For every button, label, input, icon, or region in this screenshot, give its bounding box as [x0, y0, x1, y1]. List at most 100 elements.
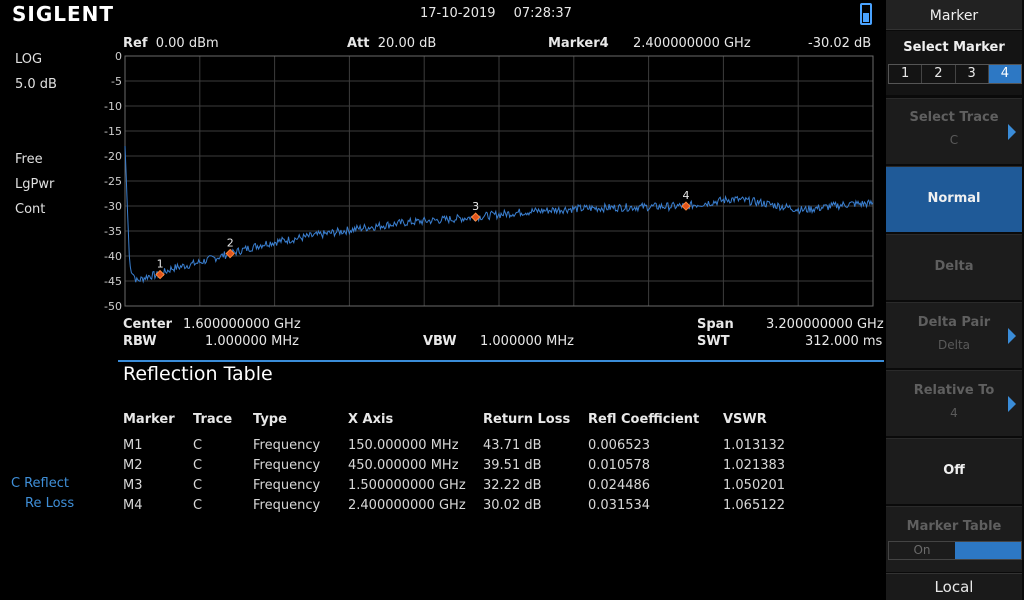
cell: Frequency — [253, 478, 321, 493]
swt[interactable]: SWT — [697, 334, 730, 349]
cell: 1.021383 — [723, 458, 786, 473]
y-axis-ticks: 0 -5 -10 -15 -20 -25 -30 -35 -40 -45 -50 — [104, 50, 122, 313]
select-trace-value: C — [949, 133, 959, 147]
datetime: 17-10-2019 07:28:37 — [420, 6, 572, 21]
relative-to-button[interactable]: Relative To 4 — [886, 370, 1022, 436]
col-header-vswr: VSWR — [723, 412, 767, 427]
cell: 2.400000000 GHz — [348, 498, 466, 513]
select-trace-button[interactable]: Select Trace C — [886, 98, 1022, 164]
cell: 0.010578 — [588, 458, 651, 473]
markers: 1 2 3 4 — [155, 189, 691, 280]
y-tick-label: -45 — [104, 275, 122, 288]
marker-point-1 — [155, 269, 165, 280]
marker-table-button[interactable]: Marker Table — [886, 506, 1022, 572]
col-header-trace: Trace — [193, 412, 233, 427]
brand-logo: SIGLENT — [12, 2, 115, 26]
swt-value: 312.000 ms — [805, 334, 883, 349]
delta-button[interactable]: Delta — [886, 234, 1022, 300]
cell: C — [193, 498, 203, 513]
select-marker-label: Select Marker — [903, 40, 1005, 55]
cell: 32.22 dB — [483, 478, 542, 493]
marker-label-2: 2 — [227, 237, 234, 250]
table-title: Reflection Table — [123, 363, 273, 385]
cell: 1.050201 — [723, 478, 786, 493]
marker-table-toggle[interactable]: On Off — [888, 541, 1022, 560]
col-header-x-axis: X Axis — [348, 412, 394, 427]
marker-2-button[interactable]: 2 — [922, 65, 956, 83]
cell: Frequency — [253, 498, 321, 513]
attenuation[interactable]: Att 20.00 dB — [347, 36, 436, 51]
col-header-marker: Marker — [123, 412, 175, 427]
ref-value: 0.00 dBm — [155, 36, 219, 51]
scale-type[interactable]: LOG — [15, 52, 43, 67]
table-divider — [118, 360, 884, 362]
cell: 1.500000000 GHz — [348, 478, 466, 493]
marker-label-1: 1 — [157, 258, 164, 271]
ref-level[interactable]: Ref 0.00 dBm — [123, 36, 219, 51]
y-tick-label: -15 — [104, 125, 122, 138]
marker-number-selector[interactable]: 1 2 3 4 — [888, 64, 1022, 84]
marker-table-label: Marker Table — [906, 519, 1002, 534]
y-tick-label: -20 — [104, 150, 122, 163]
center-value: 1.600000000 GHz — [183, 317, 301, 332]
vbw[interactable]: VBW — [423, 334, 457, 349]
marker-4-button[interactable]: 4 — [988, 65, 1021, 83]
submenu-arrow-icon — [1008, 395, 1016, 412]
scale-div[interactable]: 5.0 dB — [15, 77, 57, 92]
cell: 1.065122 — [723, 498, 786, 513]
marker-1-button[interactable]: 1 — [889, 65, 923, 83]
ref-label: Ref — [123, 36, 148, 51]
y-tick-label: -10 — [104, 100, 122, 113]
trigger-mode: Free — [15, 152, 43, 167]
marker-readout-freq: 2.400000000 GHz — [633, 36, 751, 51]
usb-storage-icon — [860, 3, 872, 25]
col-header-type: Type — [253, 412, 287, 427]
y-tick-label: -30 — [104, 200, 122, 213]
cell: 1.013132 — [723, 438, 786, 453]
span[interactable]: Span — [697, 317, 734, 332]
time: 07:28:37 — [513, 6, 572, 21]
detector-mode: LgPwr — [15, 177, 55, 192]
submenu-arrow-icon — [1008, 327, 1016, 344]
sweep-mode: Cont — [15, 202, 46, 217]
cell: M4 — [123, 498, 143, 513]
marker-readout-level: -30.02 dB — [808, 36, 872, 51]
relative-to-value: 4 — [950, 406, 958, 420]
col-header-refl-coefficient: Refl Coefficient — [588, 412, 700, 427]
delta-label: Delta — [934, 259, 974, 274]
y-tick-label: -50 — [104, 300, 122, 313]
trace-indicator[interactable]: C Reflect — [11, 476, 69, 491]
marker-table-on[interactable]: On — [913, 543, 931, 557]
local-button[interactable]: Local — [886, 573, 1022, 600]
center-label: Center — [123, 317, 173, 332]
delta-pair-button[interactable]: Delta Pair Delta — [886, 302, 1022, 368]
date: 17-10-2019 — [420, 6, 496, 21]
delta-pair-label: Delta Pair — [917, 315, 991, 330]
cell: C — [193, 438, 203, 453]
y-tick-label: -5 — [111, 75, 122, 88]
span-value: 3.200000000 GHz — [766, 317, 884, 332]
plot-frame — [124, 55, 874, 307]
trace-mode: Re Loss — [25, 496, 75, 511]
trace-letter: C — [11, 476, 21, 491]
marker-table-off[interactable]: Off — [955, 542, 1021, 559]
y-tick-label: -25 — [104, 175, 122, 188]
normal-label: Normal — [927, 191, 981, 206]
y-tick-label: -40 — [104, 250, 122, 263]
cell: M1 — [123, 438, 143, 453]
rbw[interactable]: RBW — [123, 334, 157, 349]
delta-pair-value: Delta — [937, 338, 970, 352]
off-button[interactable]: Off — [886, 438, 1022, 504]
marker-readout-label: Marker4 — [548, 36, 609, 51]
col-header-return-loss: Return Loss — [483, 412, 571, 427]
marker-point-2 — [225, 248, 235, 259]
marker-3-button[interactable]: 3 — [956, 65, 989, 83]
y-tick-label: -35 — [104, 225, 122, 238]
normal-button[interactable]: Normal — [886, 166, 1022, 232]
cell: 0.031534 — [588, 498, 651, 513]
vbw-value: 1.000000 MHz — [480, 334, 574, 349]
cell: 450.000000 MHz — [348, 458, 459, 473]
cell: M3 — [123, 478, 143, 493]
center-freq[interactable]: Center — [123, 317, 172, 332]
